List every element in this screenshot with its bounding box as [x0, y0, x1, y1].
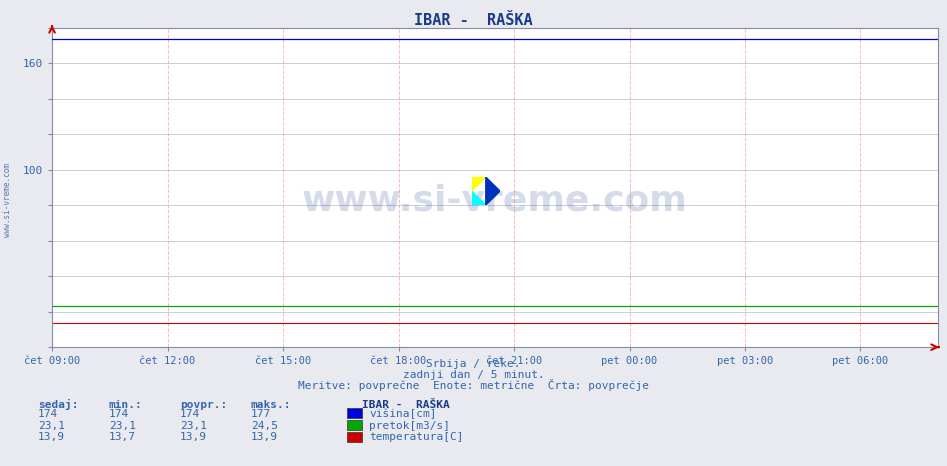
Text: www.si-vreme.com: www.si-vreme.com — [302, 183, 688, 217]
Text: 174: 174 — [180, 409, 200, 419]
Text: Srbija / reke.: Srbija / reke. — [426, 359, 521, 370]
Text: 174: 174 — [38, 409, 58, 419]
Text: 23,1: 23,1 — [180, 421, 207, 431]
Text: 24,5: 24,5 — [251, 421, 278, 431]
Polygon shape — [472, 177, 486, 191]
Text: pretok[m3/s]: pretok[m3/s] — [369, 421, 451, 431]
Text: www.si-vreme.com: www.si-vreme.com — [3, 164, 12, 237]
Text: zadnji dan / 5 minut.: zadnji dan / 5 minut. — [402, 370, 545, 380]
Text: IBAR -  RAŠKA: IBAR - RAŠKA — [414, 13, 533, 27]
Text: povpr.:: povpr.: — [180, 400, 227, 410]
Text: min.:: min.: — [109, 400, 143, 410]
Text: 13,9: 13,9 — [38, 432, 65, 442]
Polygon shape — [472, 191, 486, 205]
Text: temperatura[C]: temperatura[C] — [369, 432, 464, 442]
Text: 13,9: 13,9 — [180, 432, 207, 442]
Text: 13,9: 13,9 — [251, 432, 278, 442]
Text: 177: 177 — [251, 409, 271, 419]
Text: 23,1: 23,1 — [109, 421, 136, 431]
Text: višina[cm]: višina[cm] — [369, 409, 437, 419]
Text: 23,1: 23,1 — [38, 421, 65, 431]
Text: 13,7: 13,7 — [109, 432, 136, 442]
Text: sedaj:: sedaj: — [38, 399, 79, 410]
Text: 174: 174 — [109, 409, 129, 419]
Polygon shape — [486, 177, 500, 205]
Text: maks.:: maks.: — [251, 400, 292, 410]
Text: IBAR -  RAŠKA: IBAR - RAŠKA — [362, 400, 450, 410]
Text: Meritve: povprečne  Enote: metrične  Črta: povprečje: Meritve: povprečne Enote: metrične Črta:… — [298, 379, 649, 391]
